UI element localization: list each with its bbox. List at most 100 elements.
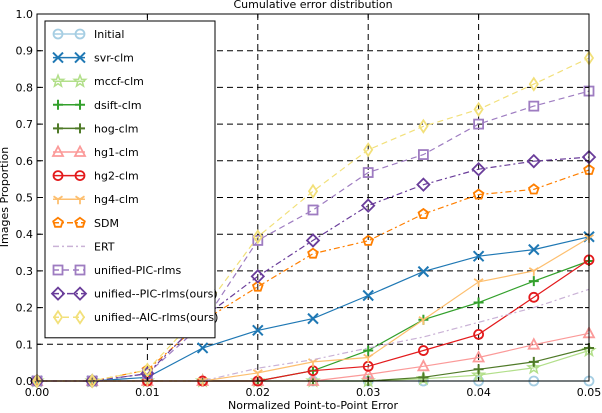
data-point (526, 359, 542, 375)
legend-marker (52, 51, 64, 64)
legend-marker (50, 286, 66, 301)
data-point (417, 265, 430, 278)
data-point (528, 267, 539, 276)
data-point (362, 289, 374, 302)
x-tick-label: 0.01 (135, 386, 160, 399)
y-tick-label: 0.1 (16, 338, 34, 351)
legend-entry: SDM (52, 216, 119, 230)
data-point (416, 358, 430, 372)
legend-label: ERT (94, 240, 115, 253)
x-tick-label: 0.05 (577, 386, 602, 399)
data-point (528, 276, 539, 287)
series-line (37, 156, 590, 382)
data-point (528, 243, 540, 256)
data-point (416, 177, 431, 192)
data-point (252, 235, 264, 246)
x-tick-label: 0.02 (246, 386, 271, 399)
legend-entry: unified--PIC-rlms(ours) (50, 286, 218, 301)
legend-marker (74, 309, 86, 325)
data-point (418, 118, 429, 134)
legend-label: unified--AIC-rlms(ours) (94, 311, 218, 324)
legend-marker (73, 144, 87, 157)
data-point (417, 207, 430, 220)
data-point (417, 345, 429, 356)
legend-entry: ERT (53, 240, 115, 253)
data-point (363, 353, 374, 363)
legend-marker (51, 144, 65, 157)
legend-marker (52, 264, 64, 276)
chart-title: Cumulative error distribution (233, 0, 392, 11)
data-point (528, 100, 540, 112)
legend-label: hg4-clm (94, 193, 139, 206)
data-point (528, 76, 539, 92)
data-point (473, 364, 484, 375)
y-tick-label: 0.5 (16, 192, 34, 205)
x-axis-label: Normalized Point-to-Point Error (228, 399, 398, 412)
legend-marker (74, 51, 86, 64)
legend-label: Initial (94, 28, 124, 41)
legend-box (44, 20, 216, 339)
data-point (473, 101, 484, 118)
x-tick-label: 0.00 (25, 386, 50, 399)
data-point (305, 233, 321, 248)
data-point (307, 204, 319, 216)
data-point (362, 234, 375, 246)
series-line (37, 288, 590, 382)
y-tick-label: 0.7 (16, 118, 34, 131)
data-point (307, 247, 319, 259)
data-point (528, 356, 539, 367)
legend-entry: hg1-clm (51, 144, 139, 159)
legend-label: SDM (94, 217, 119, 230)
data-point (472, 250, 485, 262)
legend-marker (53, 123, 63, 134)
legend-marker (72, 286, 88, 301)
legend-entry: hog-clm (53, 122, 138, 135)
data-point (362, 167, 374, 178)
y-tick-label: 0.6 (16, 155, 34, 168)
legend-entry: hg4-clm (53, 193, 139, 206)
legend-label: mccf-clm (94, 75, 144, 88)
series-line (37, 57, 590, 382)
legend-marker (74, 28, 86, 40)
data-point (473, 278, 484, 287)
legend-entry: dsift-clm (53, 99, 142, 112)
legend-label: unified--PIC-rlms(ours) (94, 288, 218, 301)
legend-marker (53, 99, 63, 110)
y-tick-label: 0.3 (16, 265, 34, 278)
data-point (418, 315, 429, 325)
legend-marker (75, 195, 85, 205)
data-point (196, 342, 209, 354)
y-tick-label: 0.0 (16, 375, 34, 388)
data-point (473, 328, 485, 340)
data-point (527, 337, 541, 350)
data-point (307, 183, 319, 199)
data-point (307, 312, 319, 325)
legend-marker (53, 195, 63, 205)
data-point (473, 297, 484, 308)
x-tick-label: 0.03 (356, 386, 381, 399)
legend-marker (52, 309, 64, 325)
data-point (360, 198, 376, 213)
data-point (252, 324, 264, 337)
data-point (472, 188, 485, 200)
data-point (473, 118, 485, 130)
data-point (142, 362, 153, 378)
y-axis-label: Images Proportion (0, 147, 11, 247)
legend-entry: svr-clm (52, 51, 134, 65)
data-point (250, 269, 266, 284)
legend-marker (52, 170, 64, 182)
data-point (87, 373, 98, 389)
y-tick-label: 1.0 (16, 8, 34, 21)
y-tick-label: 0.9 (16, 45, 34, 58)
legend-entry: hg2-clm (52, 170, 139, 183)
data-point (251, 280, 264, 292)
series-line (37, 169, 590, 382)
legend-label: dsift-clm (94, 99, 142, 112)
data-point (363, 345, 374, 356)
data-point (417, 149, 429, 160)
series-line (37, 90, 590, 382)
data-point (527, 183, 540, 195)
series-ert (37, 288, 590, 382)
legend-marker (74, 264, 86, 276)
data-point (526, 153, 542, 169)
